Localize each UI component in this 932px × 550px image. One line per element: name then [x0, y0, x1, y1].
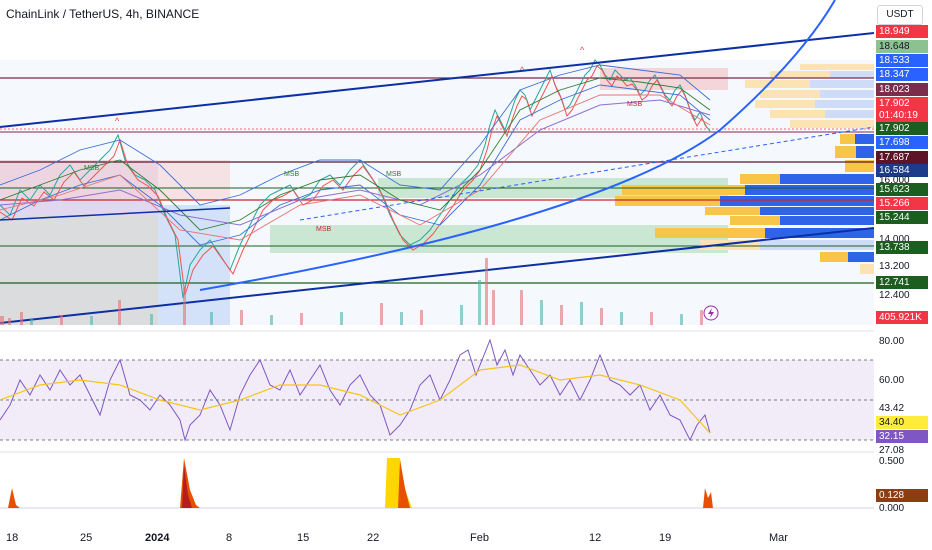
zone-pink [0, 160, 230, 200]
time-label: 8 [226, 532, 233, 544]
price-label: 18.648 [876, 40, 928, 53]
time-label: 15 [297, 532, 310, 544]
osc-label: 0.000 [879, 503, 905, 514]
volume-profile [615, 64, 874, 274]
price-label: 12.400 [879, 290, 910, 301]
time-label: 12 [589, 532, 602, 544]
diag-line [0, 207, 231, 221]
zone-green-2 [270, 225, 728, 253]
price-label: 15.244 [876, 211, 928, 224]
price-label: 16.000 [879, 175, 910, 186]
rsi-label: 34.40 [876, 416, 928, 429]
price-label: 15.623 [876, 183, 928, 196]
price-label: 13.738 [876, 241, 928, 254]
rsi-band [0, 360, 874, 440]
rsi-ma-line [0, 364, 711, 434]
svg-text:^: ^ [520, 65, 525, 75]
msb-label-5: MSB [627, 101, 643, 108]
time-label: 22 [367, 532, 380, 544]
msb-label-3: MSB [386, 171, 402, 178]
time-label: Mar [769, 532, 788, 544]
msb-label-1: MSB [84, 165, 100, 172]
lightning-glyph [708, 308, 714, 318]
parabolic-curve[interactable] [199, 0, 836, 291]
symbol-title: ChainLink / TetherUS, 4h, BINANCE [6, 7, 200, 21]
price-label: 18.949 [876, 25, 928, 38]
price-label: 01:40:19 [876, 109, 928, 122]
chart-canvas[interactable]: ^ ^ ^ MSB MSB MSB MSB MSB [0, 0, 874, 530]
price-label: 16.584 [876, 164, 928, 177]
price-label: 17.698 [876, 136, 928, 149]
rsi-label: 43.42 [879, 403, 905, 414]
indicator-lines [0, 64, 711, 246]
osc-label: 0.500 [879, 456, 905, 467]
osc-label: 0.128 [876, 489, 928, 502]
time-label: 18 [6, 532, 19, 544]
price-label: 18.533 [876, 54, 928, 67]
svg-text:^: ^ [115, 116, 120, 126]
price-label: 17.902 [876, 122, 928, 135]
price-label: 15.266 [876, 197, 928, 210]
zone-gray [0, 215, 158, 325]
svg-text:^: ^ [580, 45, 585, 55]
price-label: 14.000 [879, 234, 910, 245]
rsi-label: 80.00 [879, 336, 905, 347]
currency-selector[interactable]: USDT [877, 5, 923, 25]
price-label: 18.347 [876, 68, 928, 81]
osc-spikes [8, 458, 713, 508]
time-label: 2024 [145, 532, 170, 544]
price-label: 12.741 [876, 276, 928, 289]
horizontal-levels[interactable] [0, 77, 874, 284]
time-label: 25 [80, 532, 93, 544]
price-label: 18.023 [876, 83, 928, 96]
rsi-line [0, 338, 711, 442]
price-label: 405.921K [876, 311, 928, 324]
rsi-label: 60.00 [879, 375, 905, 386]
signal-markers: ^ ^ ^ [115, 45, 585, 126]
channel-top-line[interactable] [0, 32, 874, 128]
msb-label-2: MSB [284, 171, 300, 178]
price-label: 17.687 [876, 151, 928, 164]
channel-bottom-line[interactable] [0, 227, 874, 324]
time-label: Feb [470, 532, 489, 544]
time-label: 19 [659, 532, 672, 544]
zone-red-top [600, 68, 728, 90]
price-candles [0, 59, 711, 299]
dashed-trend [299, 126, 874, 221]
price-label: 17.902 [876, 97, 928, 110]
rsi-label: 27.08 [879, 445, 905, 456]
price-label: 13.200 [879, 261, 910, 272]
msb-label-4: MSB [316, 226, 332, 233]
rsi-label: 32.15 [876, 430, 928, 443]
